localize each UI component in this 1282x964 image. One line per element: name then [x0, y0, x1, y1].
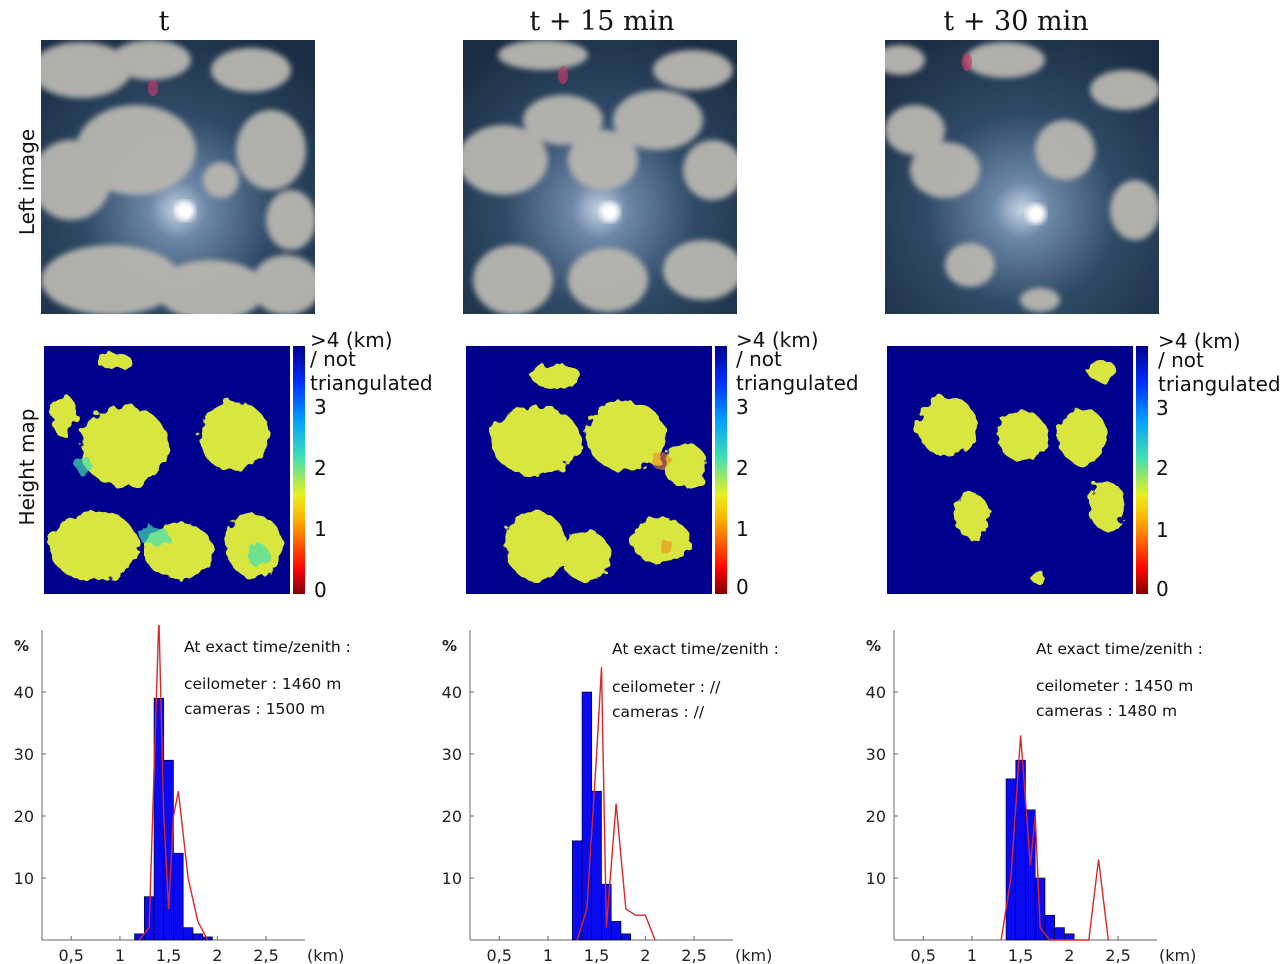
y-tick-label: 20	[14, 807, 34, 826]
colorbar-tick: 1	[1156, 518, 1169, 542]
annotation-ceilometer: ceilometer : 1460 m	[184, 675, 342, 693]
y-tick-label: 40	[14, 683, 34, 702]
height-map-t-30	[887, 346, 1133, 594]
histogram-t-30: % 10 20 30 40 0,5 1 1,5 2 2,5 (km)	[866, 630, 1196, 964]
annotation-cameras: cameras : 1480 m	[1036, 702, 1178, 720]
ceilometer-line	[576, 667, 656, 941]
x-tick-label: 1,5	[584, 946, 609, 964]
y-tick-label: 10	[442, 869, 462, 888]
ceilometer-line	[1000, 735, 1109, 941]
row-label-left-image: Left image	[15, 128, 39, 236]
colorbar-tick: 2	[314, 456, 327, 480]
y-tick-label: 10	[14, 869, 34, 888]
ceilometer-line	[138, 625, 209, 941]
x-tick-label: 0,5	[910, 946, 935, 964]
histogram-t: % 10 20 30 40 0,5 1 1,5 2 2,5 (km)	[14, 625, 344, 964]
annotation-heading: At exact time/zenith :	[1036, 640, 1203, 658]
x-axis-label: (km)	[307, 946, 344, 964]
colorbar-tick: 0	[736, 575, 749, 599]
y-axis-label: %	[442, 637, 457, 655]
x-tick-label: 0,5	[486, 946, 511, 964]
y-tick-label: 30	[442, 745, 462, 764]
histogram-bar	[173, 852, 184, 941]
histogram-bar	[591, 790, 602, 941]
colorbar-label-2: / not	[1158, 348, 1204, 372]
histogram-t-15: % 10 20 30 40 0,5 1 1,5 2 2,5 (km)	[442, 630, 772, 964]
x-axis-label: (km)	[1159, 946, 1196, 964]
histogram-bar	[1005, 778, 1017, 941]
height-map-t	[44, 346, 290, 594]
colorbar-label-1: >4 (km)	[310, 328, 393, 352]
colorbar-tick: 3	[736, 395, 749, 419]
histogram-bar	[610, 921, 622, 941]
annotation-heading: At exact time/zenith :	[612, 640, 779, 658]
histogram-bar	[620, 933, 632, 941]
height-map-t-15	[466, 346, 712, 594]
colorbar-label-3: triangulated	[1158, 372, 1281, 396]
x-tick-label: 2,5	[1105, 946, 1130, 964]
colorbar-tick: 0	[1156, 577, 1169, 601]
colorbar-label-3: triangulated	[310, 371, 433, 395]
y-tick-label: 40	[866, 683, 886, 702]
colorbar-t	[293, 346, 305, 594]
x-axis-label: (km)	[735, 946, 772, 964]
annotation-ceilometer: ceilometer : //	[612, 678, 721, 696]
x-tick-label: 1,5	[156, 946, 181, 964]
histogram-bar	[571, 840, 583, 941]
histogram-bar	[163, 759, 174, 941]
colorbar-tick: 0	[314, 578, 327, 602]
histogram-bar	[1064, 933, 1075, 941]
colorbar-tick: 3	[314, 395, 327, 419]
annotation-ceilometer: ceilometer : 1450 m	[1036, 677, 1194, 695]
colorbar-label-2: / not	[310, 347, 356, 371]
annotation-cameras: cameras : 1500 m	[184, 700, 326, 718]
y-tick-label: 30	[14, 745, 34, 764]
x-tick-label: 2,5	[253, 946, 278, 964]
colorbar-label-1: >4 (km)	[1158, 329, 1241, 353]
x-tick-label: 1,5	[1008, 946, 1033, 964]
column-title-t: t	[158, 6, 170, 37]
sky-image-t-30	[885, 40, 1159, 314]
column-title-t-30: t + 30 min	[943, 6, 1089, 37]
sky-image-t-15	[463, 40, 737, 314]
x-tick-label: 1	[115, 946, 125, 964]
x-tick-label: 0,5	[58, 946, 83, 964]
y-axis-label: %	[14, 637, 29, 655]
colorbar-label-3: triangulated	[736, 371, 859, 395]
colorbar-tick: 3	[1156, 396, 1169, 420]
x-tick-label: 2	[1064, 946, 1074, 964]
column-title-t-15: t + 15 min	[529, 6, 675, 37]
colorbar-t-15	[715, 346, 727, 594]
histogram-bar	[1054, 927, 1065, 941]
annotation-cameras: cameras : //	[612, 703, 705, 721]
row-label-height-map: Height map	[15, 408, 39, 526]
y-tick-label: 30	[866, 745, 886, 764]
histogram-bar	[1034, 877, 1046, 941]
y-tick-label: 40	[442, 683, 462, 702]
colorbar-label-2: / not	[736, 347, 782, 371]
y-tick-label: 20	[866, 807, 886, 826]
histogram-bar	[202, 936, 213, 941]
x-tick-label: 2	[212, 946, 222, 964]
y-axis-label: %	[866, 637, 881, 655]
x-tick-label: 2,5	[681, 946, 706, 964]
colorbar-tick: 1	[314, 517, 327, 541]
y-tick-label: 20	[442, 807, 462, 826]
x-tick-label: 1	[543, 946, 553, 964]
colorbar-tick: 2	[736, 456, 749, 480]
colorbar-tick: 2	[1156, 456, 1169, 480]
colorbar-label-1: >4 (km)	[736, 328, 819, 352]
colorbar-tick: 1	[736, 517, 749, 541]
colorbar-t-30	[1136, 346, 1148, 594]
histogram-bar	[1025, 809, 1036, 941]
sky-image-t	[41, 40, 315, 314]
y-tick-label: 10	[866, 869, 886, 888]
x-tick-label: 2	[640, 946, 650, 964]
annotation-heading: At exact time/zenith :	[184, 638, 351, 656]
histogram-bar	[192, 933, 204, 941]
histogram-bar	[182, 927, 194, 941]
x-tick-label: 1	[967, 946, 977, 964]
